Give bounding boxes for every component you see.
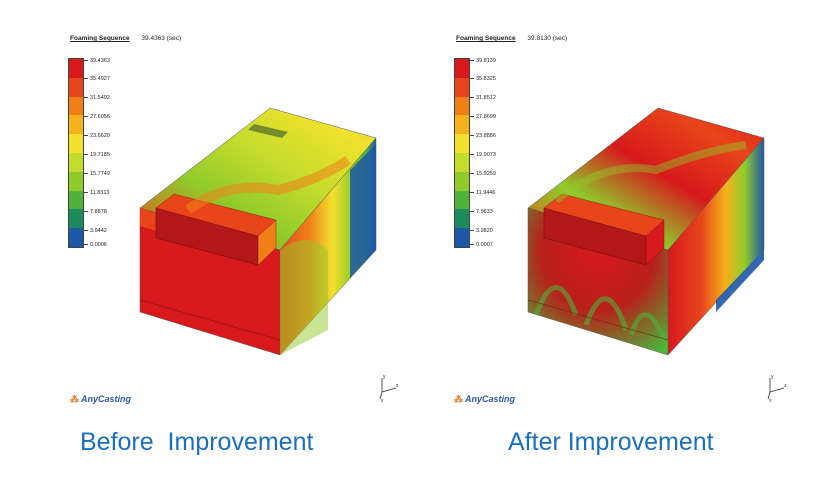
before-tick-3: 27.6056 [84,114,110,120]
after-tick-4: 23.8886 [470,133,496,139]
after-time: 39.8130 (sec) [527,35,568,42]
legend-band [69,77,83,97]
legend-band [455,59,469,78]
legend-band [455,96,469,116]
legend-band [455,115,469,135]
after-tick-0: 39.8139 [470,58,496,64]
legend-band [69,190,83,210]
before-color-legend [68,58,84,248]
after-foam-model [527,107,765,356]
before-tick-6: 15.7749 [84,171,110,177]
after-tick-10: 0.0007 [470,242,493,248]
before-time: 39.4363 (sec) [141,35,182,42]
before-header: Foaming Sequence 39.4363 (sec) [70,35,181,42]
before-tick-1: 35.4927 [84,76,110,82]
after-axis-x: x [769,398,772,402]
before-tick-7: 11.8313 [84,190,109,196]
before-tick-4: 23.6620 [84,133,110,139]
legend-band [455,209,469,229]
after-anycasting-logo: ⁂ AnyCasting [454,394,515,405]
before-caption: Before Improvement [80,428,314,456]
after-axis-z: z [784,383,787,389]
after-tick-8: 7.9633 [470,209,493,215]
before-tick-0: 39.4363 [84,58,110,64]
after-tick-9: 3.9820 [470,228,493,234]
before-tick-8: 7.8878 [84,209,107,215]
legend-band [455,190,469,210]
before-anycasting-logo: ⁂ AnyCasting [70,394,131,405]
before-tick-5: 19.7185 [84,152,110,158]
legend-band [69,209,83,229]
legend-band [455,77,469,97]
before-legend-ticks: 39.4363 35.4927 31.5492 27.6056 23.6620 … [84,58,144,248]
before-title: Foaming Sequence [70,35,130,42]
after-logo-text: AnyCasting [465,394,516,404]
after-title: Foaming Sequence [456,35,516,42]
before-panel: Foaming Sequence 39.4363 (sec) 39.4363 3… [10,0,420,420]
after-legend-ticks: 39.8139 35.8325 31.8512 27.8699 23.8886 … [470,58,530,248]
legend-band [69,228,83,247]
anycasting-logo-icon: ⁂ [454,394,463,404]
before-tick-10: 0.0006 [84,242,107,248]
anycasting-logo-icon: ⁂ [70,394,79,404]
after-tick-6: 15.9259 [470,171,496,177]
legend-band [69,96,83,116]
before-foam-model [139,107,377,356]
legend-band [455,153,469,172]
legend-band [69,59,83,78]
after-tick-3: 27.8699 [470,114,496,120]
legend-band [69,134,83,153]
legend-band [69,115,83,135]
after-tick-2: 31.8512 [470,95,496,101]
before-axis-y: y [383,374,386,380]
after-panel: Foaming Sequence 39.8130 (sec) 39.8139 3… [430,0,840,420]
legend-band [69,171,83,191]
before-logo-text: AnyCasting [81,394,132,404]
before-axis-triad: y z x [379,374,399,402]
legend-band [455,228,469,247]
before-axis-x: x [381,398,384,402]
after-caption: After Improvement [508,428,714,456]
after-axis-triad: y z x [767,374,787,402]
after-header: Foaming Sequence 39.8130 (sec) [456,35,567,42]
after-axis-y: y [771,374,774,380]
legend-band [455,134,469,153]
before-tick-9: 3.9442 [84,228,107,234]
after-tick-7: 11.9446 [470,190,495,196]
after-tick-5: 19.9073 [470,152,496,158]
legend-band [455,171,469,191]
before-axis-z: z [396,383,399,389]
legend-band [69,153,83,172]
after-color-legend [454,58,470,248]
after-tick-1: 35.8325 [470,76,496,82]
before-tick-2: 31.5492 [84,95,110,101]
